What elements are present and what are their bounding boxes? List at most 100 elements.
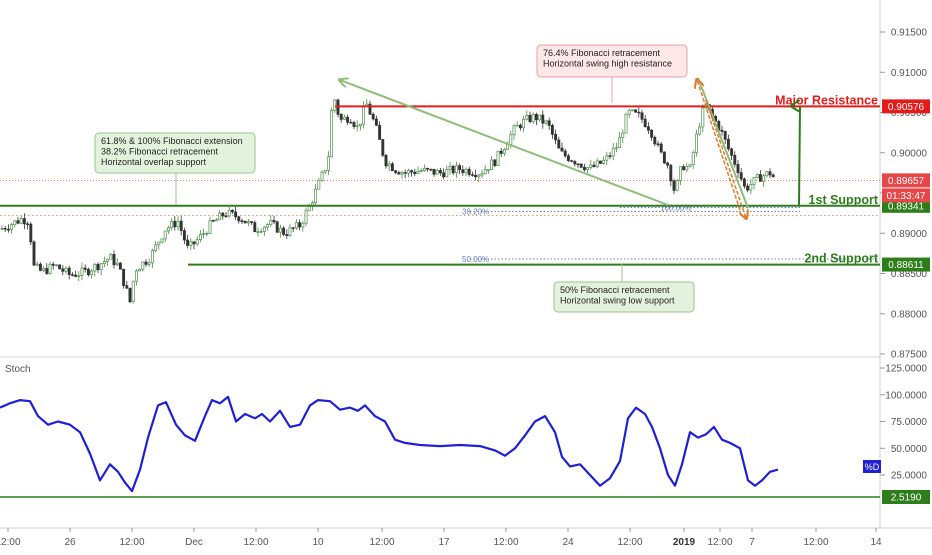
current-price-badge-text: 0.89657 <box>888 176 925 187</box>
price-tick-label: 0.89000 <box>891 229 928 240</box>
candle-body <box>397 172 401 175</box>
candle-body <box>518 124 522 129</box>
annotation-text-line: Horizontal swing high resistance <box>543 59 672 69</box>
candle-body <box>627 109 631 115</box>
candle-body <box>557 139 561 149</box>
candle-body <box>560 147 564 152</box>
time-tick-label: Dec <box>185 537 203 548</box>
time-tick-label: 12:00 <box>369 537 394 548</box>
annotation-text-line: Horizontal overlap support <box>101 157 207 167</box>
annotation-box[interactable] <box>536 44 688 78</box>
level-price-badge-text: 0.89341 <box>888 201 925 212</box>
annotation-box[interactable] <box>94 132 256 174</box>
candle-body <box>563 150 567 157</box>
fib-level-label: 50.00% <box>462 255 489 264</box>
candle-body <box>70 274 74 276</box>
candle-body <box>442 172 446 178</box>
recent-swing-arrow-line[interactable] <box>697 77 749 209</box>
candle-body <box>170 220 174 229</box>
candle-body <box>688 164 692 167</box>
candle-body <box>659 143 663 153</box>
candle-body <box>342 116 346 120</box>
candle-body <box>83 267 87 270</box>
candle-body <box>42 268 46 271</box>
candle-body <box>19 218 23 224</box>
candle-body <box>163 230 167 240</box>
candle-body <box>592 164 596 168</box>
candle-body <box>582 166 586 171</box>
candle-body <box>502 148 506 154</box>
level-name-label: 2nd Support <box>804 252 878 266</box>
candle-body <box>547 120 551 126</box>
time-tick-label: 12:00 <box>243 537 268 548</box>
candle-body <box>218 212 222 221</box>
candle-body <box>605 155 609 161</box>
candle-body <box>474 174 478 178</box>
candle-body <box>554 133 558 141</box>
candle-body <box>128 287 132 303</box>
stoch-d-line[interactable] <box>0 395 779 493</box>
candle-body <box>93 263 97 272</box>
candle-body <box>224 215 228 218</box>
candle-body <box>499 150 503 154</box>
candle-body <box>515 124 519 127</box>
candle-body <box>650 129 654 138</box>
fib-swing-arrow-up[interactable] <box>697 80 741 211</box>
target-arrow[interactable] <box>799 106 801 206</box>
level-price-badge-text: 0.90576 <box>888 102 925 113</box>
candle-body <box>29 223 33 243</box>
candle-body <box>173 220 177 228</box>
descending-trend-arrow[interactable] <box>340 80 669 206</box>
stoch-tick-label: 50.0000 <box>891 444 928 455</box>
candle-body <box>701 107 705 128</box>
candle-body <box>362 105 366 125</box>
annotation-box[interactable] <box>553 281 695 313</box>
fib-level-label: 38.20% <box>462 208 489 217</box>
candle-body <box>771 174 775 178</box>
candle-body <box>13 220 17 225</box>
level-price-badge <box>882 257 930 272</box>
candle-body <box>602 159 606 164</box>
candle-body <box>221 212 225 217</box>
candle-body <box>195 239 199 245</box>
candle-body <box>6 228 10 231</box>
candle-body <box>723 131 727 140</box>
candle-body <box>672 180 676 191</box>
candle-body <box>112 254 116 266</box>
candle-body <box>531 114 535 123</box>
candle-body <box>458 165 462 171</box>
candle-body <box>403 172 407 174</box>
candle-body <box>666 162 670 166</box>
fib-swing-arrow-down[interactable] <box>705 99 746 218</box>
candle-body <box>176 220 180 228</box>
candle-body <box>646 126 650 131</box>
candle-body <box>96 263 100 271</box>
candle-body <box>160 238 164 243</box>
candle-body <box>451 166 455 174</box>
candle-body <box>211 220 215 222</box>
candle-body <box>301 222 305 228</box>
price-tick-label: 0.88500 <box>891 269 928 280</box>
candle-body <box>630 109 634 112</box>
candle-body <box>118 262 122 270</box>
time-tick-label: 12:00 <box>803 537 828 548</box>
candle-body <box>678 166 682 181</box>
annotation-text-line: Horizontal swing low support <box>560 296 675 306</box>
candle-body <box>445 169 449 178</box>
candle-body <box>99 263 103 271</box>
fib-level-label: 100.00% <box>660 203 692 212</box>
price-tick-label: 0.90000 <box>891 148 928 159</box>
candle-body <box>192 241 196 245</box>
candle-body <box>490 159 494 171</box>
candle-body <box>147 262 151 265</box>
candle-body <box>730 148 734 156</box>
candle-body <box>736 164 740 174</box>
candle-body <box>198 234 202 240</box>
candle-body <box>349 121 353 124</box>
candle-body <box>541 114 545 124</box>
candle-body <box>525 114 529 120</box>
candle-body <box>51 263 55 266</box>
candle-body <box>358 123 362 127</box>
candle-body <box>269 220 273 225</box>
